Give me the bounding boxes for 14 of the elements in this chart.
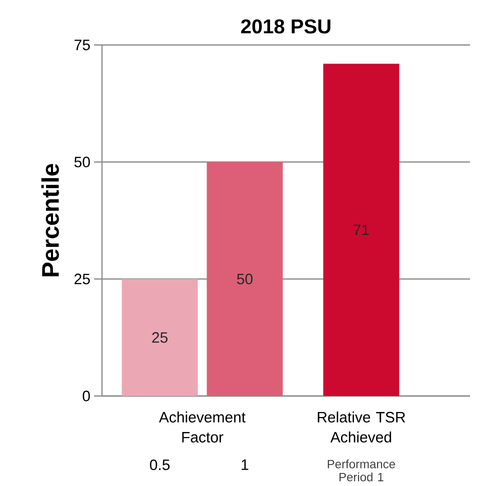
data-label: 50 xyxy=(237,274,253,284)
chart-title: 2018 PSU xyxy=(241,19,330,34)
text: Performance Period 1 xyxy=(328,460,396,482)
y-tick-label: 50 xyxy=(74,156,90,168)
y-tick-label: 25 xyxy=(74,274,90,284)
y-axis-title: Percentile xyxy=(41,164,59,276)
text: Achievement Factor xyxy=(158,412,246,443)
x-tick-label: 1 xyxy=(242,460,248,470)
x-tick-label: Relative TSR Achieved xyxy=(318,412,406,443)
data-label: 25 xyxy=(152,332,168,343)
data-label: 71 xyxy=(354,224,369,236)
y-tick-label: 75 xyxy=(74,40,90,50)
x-tick-label: 0.5 xyxy=(150,460,170,470)
y-tick-label: 0 xyxy=(82,390,90,402)
